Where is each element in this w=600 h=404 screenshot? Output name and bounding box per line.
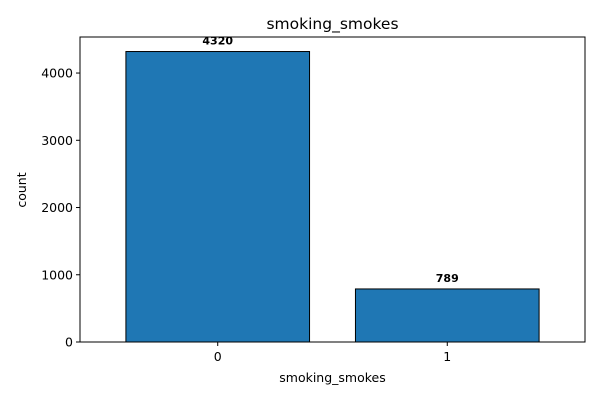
data-label-1: 789 bbox=[436, 272, 459, 285]
y-tick-label-1000: 1000 bbox=[41, 267, 73, 282]
chart-title: smoking_smokes bbox=[266, 15, 398, 34]
plot-area: 4320 789 bbox=[125, 35, 540, 343]
y-axis-label: count bbox=[14, 172, 29, 207]
bar-1 bbox=[354, 288, 540, 343]
y-axis-ticks: 0 1000 2000 3000 4000 bbox=[41, 66, 80, 350]
y-tick-label-0: 0 bbox=[65, 335, 73, 350]
plot-frame bbox=[79, 36, 586, 343]
bar-0 bbox=[125, 51, 311, 343]
y-tick-label-2000: 2000 bbox=[41, 200, 73, 215]
x-tick-label-1: 1 bbox=[443, 349, 451, 364]
x-tick-label-0: 0 bbox=[214, 349, 222, 364]
x-axis-label: smoking_smokes bbox=[279, 370, 386, 385]
y-tick-label-4000: 4000 bbox=[41, 66, 73, 81]
data-label-0: 4320 bbox=[202, 35, 233, 48]
y-tick-label-3000: 3000 bbox=[41, 133, 73, 148]
